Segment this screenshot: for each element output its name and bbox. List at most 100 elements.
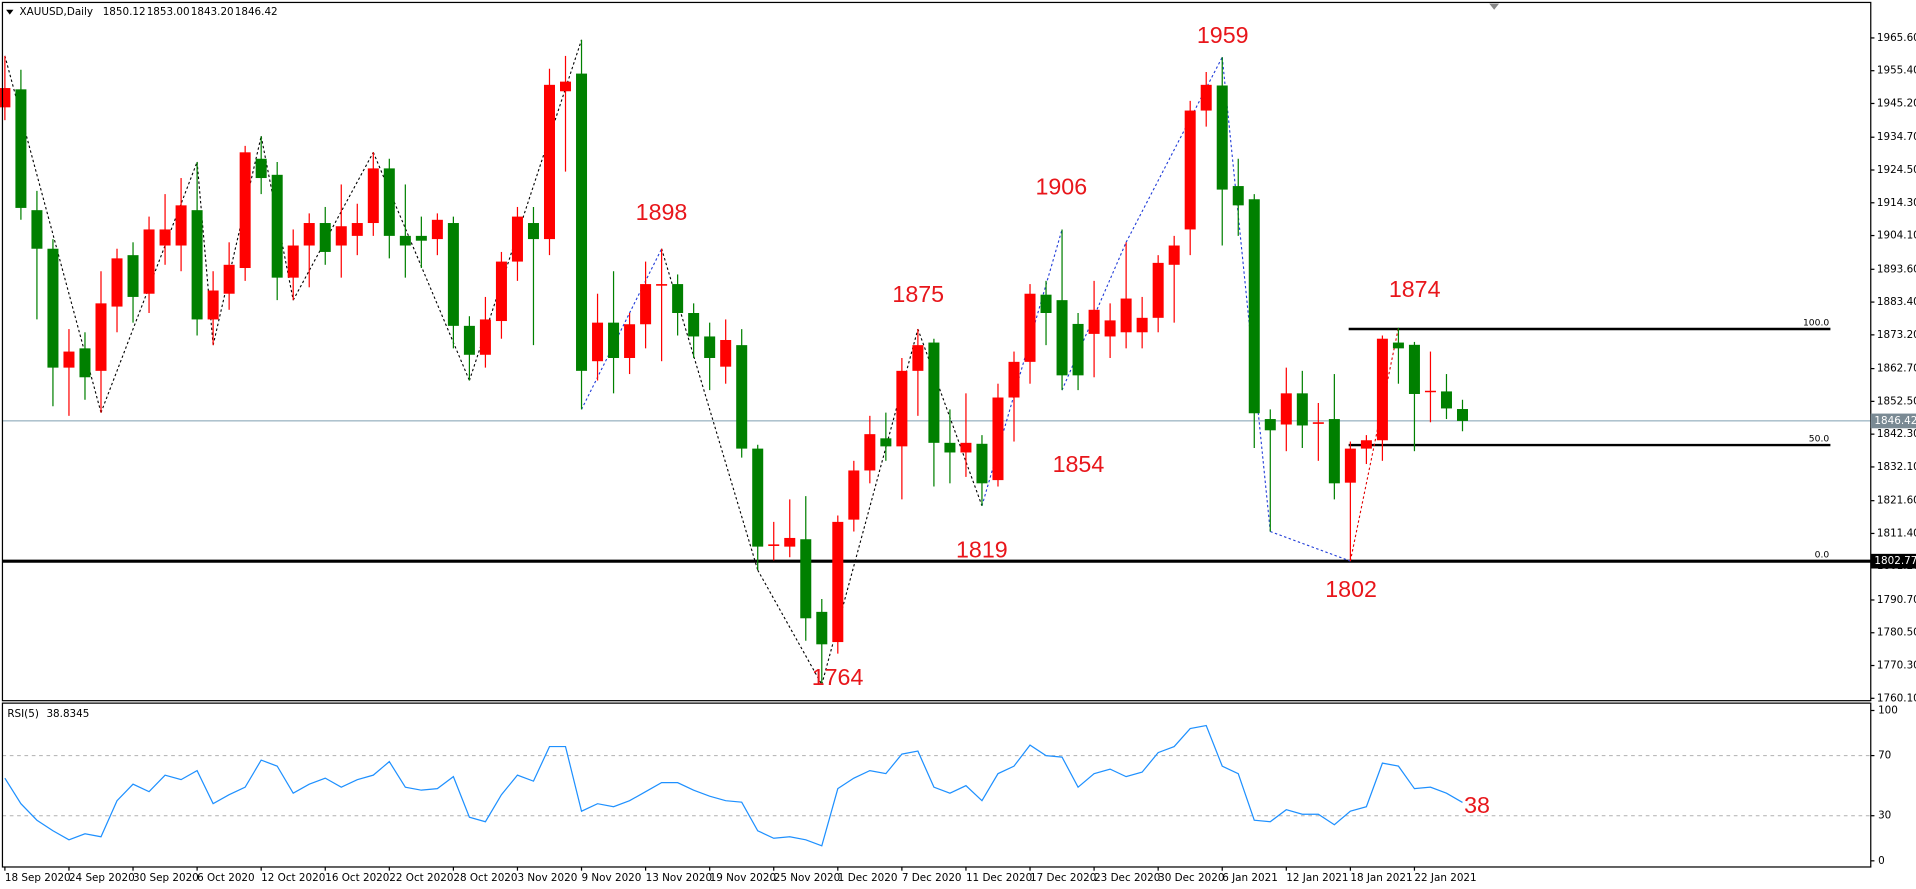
candle-body <box>415 235 427 241</box>
y-tick-label: 1790.70 <box>1877 594 1916 606</box>
fib-label: 100.0 <box>1803 317 1829 328</box>
annotation: 1874 <box>1389 276 1441 302</box>
candle-body <box>319 223 331 252</box>
rsi-value: 38.8345 <box>46 708 89 720</box>
candle-body <box>143 229 155 294</box>
zigzag <box>981 229 1063 506</box>
candle-body <box>608 322 620 358</box>
x-tick-label: 6 Jan 2021 <box>1222 872 1278 884</box>
candle-body <box>1088 309 1100 334</box>
candle-body <box>832 521 844 643</box>
zigzag <box>1349 327 1399 562</box>
candle-body <box>1008 361 1020 398</box>
y-tick-label: 1811.40 <box>1877 527 1916 539</box>
candle-body <box>944 442 956 453</box>
header-value: 1853.00 <box>147 6 190 18</box>
annotation: 1898 <box>636 199 688 225</box>
x-tick-label: 1 Dec 2020 <box>838 872 898 884</box>
candle-body <box>431 219 443 240</box>
price-panel-frame <box>1 1 1872 702</box>
candle-body <box>896 370 908 447</box>
candle-body <box>463 325 475 355</box>
candle-body <box>447 223 459 326</box>
candle-body <box>912 345 924 371</box>
fib-price-box <box>1870 553 1916 569</box>
candle-body <box>816 611 828 645</box>
candle-body <box>1168 245 1180 265</box>
current-price-label: 1846.42 <box>1874 415 1916 427</box>
candle-body <box>1248 199 1260 414</box>
candle-body <box>351 223 363 236</box>
candle-body <box>1184 110 1196 230</box>
zigzag <box>1221 57 1271 532</box>
x-tick-label: 12 Oct 2020 <box>261 872 325 884</box>
candle-body <box>303 223 315 246</box>
candle-body <box>1376 338 1388 441</box>
y-tick-label: 1852.50 <box>1877 395 1916 407</box>
candle-body <box>672 284 684 314</box>
y-tick-label: 1893.60 <box>1877 263 1916 275</box>
candle-body <box>399 235 411 246</box>
x-tick-label: 6 Oct 2020 <box>197 872 255 884</box>
y-tick-label: 1924.50 <box>1877 164 1916 176</box>
y-tick-label: 1934.70 <box>1877 131 1916 143</box>
x-tick-label: 9 Nov 2020 <box>582 872 642 884</box>
candle-body <box>1440 391 1452 409</box>
menu-marker <box>6 9 14 15</box>
candle-body <box>1104 320 1116 337</box>
rsi-title: RSI(5) <box>7 708 39 720</box>
candle-body <box>239 152 251 269</box>
zigzag <box>292 152 374 301</box>
candle-body <box>127 255 139 297</box>
annotation: 38 <box>1464 792 1490 818</box>
y-tick-label: 1832.10 <box>1877 461 1916 473</box>
candle-body <box>159 229 171 246</box>
x-tick-label: 7 Dec 2020 <box>902 872 962 884</box>
candle-body <box>880 438 892 447</box>
candle-body <box>79 348 91 378</box>
candle-body <box>15 89 27 208</box>
candle-body <box>1312 422 1324 424</box>
candle-body <box>383 168 395 236</box>
candle-body <box>495 261 507 322</box>
candle-body <box>848 470 860 520</box>
candle-body <box>287 245 299 278</box>
candle-body <box>1200 84 1212 111</box>
x-tick-label: 22 Jan 2021 <box>1414 872 1476 884</box>
symbol-title: XAUUSD,Daily <box>20 6 94 18</box>
x-tick-label: 11 Dec 2020 <box>966 872 1032 884</box>
x-tick-label: 16 Oct 2020 <box>325 872 389 884</box>
candle-body <box>63 351 75 368</box>
y-tick-label: 30 <box>1878 810 1891 822</box>
candle-body <box>784 537 796 547</box>
y-tick-label: 1780.50 <box>1877 627 1916 639</box>
rsi-line <box>4 724 1463 847</box>
y-tick-label: 1842.30 <box>1877 428 1916 440</box>
candle-body <box>1456 409 1468 421</box>
candle-body <box>175 205 187 246</box>
y-tick-label: 70 <box>1878 750 1891 762</box>
annotation: 1854 <box>1053 451 1105 477</box>
candle-body <box>223 264 235 294</box>
candle-body <box>1024 293 1036 362</box>
candle-body <box>95 303 107 371</box>
candle-body <box>0 88 11 108</box>
candle-body <box>479 319 491 355</box>
x-tick-label: 12 Jan 2021 <box>1286 872 1348 884</box>
annotation: 1906 <box>1035 173 1087 199</box>
candle-body <box>736 345 748 449</box>
candle-body <box>1232 186 1244 206</box>
x-tick-label: 23 Dec 2020 <box>1094 872 1160 884</box>
current-price-box <box>1870 413 1916 429</box>
candle-body <box>688 313 700 337</box>
candle-body <box>656 284 668 286</box>
candle-body <box>47 248 59 368</box>
y-tick-label: 1862.70 <box>1877 363 1916 375</box>
x-tick-label: 13 Nov 2020 <box>646 872 712 884</box>
y-tick-label: 1955.40 <box>1877 65 1916 77</box>
x-tick-label: 24 Sep 2020 <box>69 872 135 884</box>
y-tick-label: 1904.10 <box>1877 230 1916 242</box>
x-tick-label: 25 Nov 2020 <box>774 872 840 884</box>
y-tick-label: 1760.10 <box>1877 692 1916 704</box>
